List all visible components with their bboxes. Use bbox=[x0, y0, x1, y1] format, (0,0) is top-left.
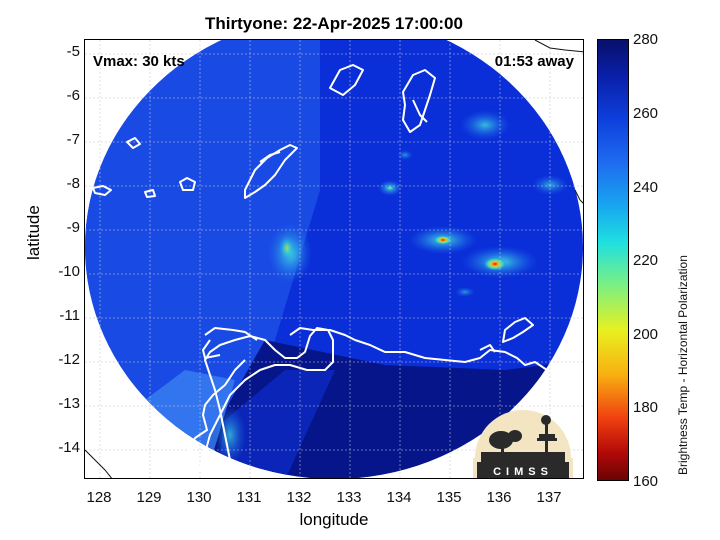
xtick-label: 133 bbox=[336, 489, 362, 506]
ytick-label: -12 bbox=[58, 351, 80, 368]
grid-lines bbox=[85, 40, 583, 478]
chart-title: Thirtyone: 22-Apr-2025 17:00:00 bbox=[205, 14, 463, 33]
xtick-label: 128 bbox=[86, 489, 112, 506]
vmax-label: Vmax: 30 kts bbox=[93, 53, 185, 70]
logo-text: CIMSS bbox=[493, 466, 553, 478]
xtick-label: 135 bbox=[436, 489, 462, 506]
colorbar-tick: 180 bbox=[633, 399, 659, 416]
xtick-label: 136 bbox=[486, 489, 512, 506]
y-axis-label: latitude bbox=[24, 205, 43, 260]
colorbar bbox=[597, 39, 629, 481]
colorbar-tick: 160 bbox=[633, 473, 659, 490]
map-plot-area[interactable]: CIMSS bbox=[84, 39, 584, 479]
xtick-label: 129 bbox=[136, 489, 162, 506]
ytick-label: -13 bbox=[58, 395, 80, 412]
colorbar-tick: 260 bbox=[633, 105, 659, 122]
colorbar-tick: 240 bbox=[633, 179, 659, 196]
ytick-label: -14 bbox=[58, 439, 80, 456]
ytick-label: -9 bbox=[66, 219, 80, 236]
ytick-label: -10 bbox=[58, 263, 80, 280]
ytick-label: -5 bbox=[66, 43, 80, 60]
xtick-label: 131 bbox=[236, 489, 262, 506]
x-axis-label: longitude bbox=[299, 510, 369, 529]
ytick-label: -7 bbox=[66, 131, 80, 148]
ytick-label: -6 bbox=[66, 87, 80, 104]
coastlines bbox=[92, 64, 548, 478]
colorbar-label: Brightness Temp - Horizontal Polarizatio… bbox=[676, 255, 690, 475]
time-away-label: 01:53 away bbox=[494, 53, 574, 70]
xtick-label: 130 bbox=[186, 489, 212, 506]
colorbar-tick: 220 bbox=[633, 252, 659, 269]
xtick-label: 132 bbox=[286, 489, 312, 506]
map-svg bbox=[85, 40, 583, 478]
cimss-logo: CIMSS bbox=[473, 410, 573, 478]
colorbar-tick: 200 bbox=[633, 326, 659, 343]
xtick-label: 137 bbox=[536, 489, 562, 506]
outer-coastlines bbox=[85, 40, 583, 478]
xtick-label: 134 bbox=[386, 489, 412, 506]
ytick-label: -8 bbox=[66, 175, 80, 192]
ytick-label: -11 bbox=[59, 307, 80, 324]
colorbar-tick: 280 bbox=[633, 31, 659, 48]
